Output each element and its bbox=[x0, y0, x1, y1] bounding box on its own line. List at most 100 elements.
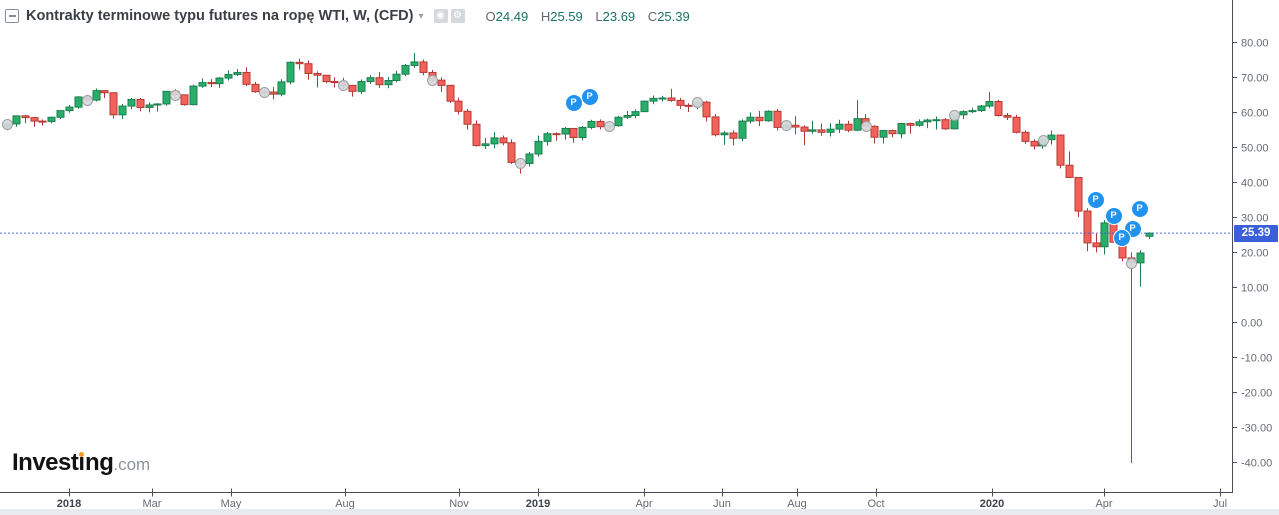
low-label: L bbox=[595, 8, 603, 24]
candle-down bbox=[755, 116, 764, 122]
candle-up bbox=[357, 81, 366, 92]
event-bubble-icon[interactable] bbox=[603, 120, 615, 132]
candle-up bbox=[1100, 222, 1109, 248]
p-event-badge[interactable]: P bbox=[1104, 206, 1123, 225]
candle-down bbox=[791, 124, 800, 128]
price-tick-label: -30.00 bbox=[1241, 423, 1272, 435]
last-price-tag: 25.39 bbox=[1234, 225, 1278, 242]
candle-up bbox=[74, 96, 83, 108]
candle-down bbox=[800, 126, 809, 132]
candle-up bbox=[56, 110, 65, 118]
candle-up bbox=[879, 130, 888, 138]
event-bubble-icon[interactable] bbox=[1037, 134, 1049, 146]
candle-up bbox=[481, 143, 490, 147]
event-bubble-icon[interactable] bbox=[780, 119, 792, 131]
p-event-badge[interactable]: P bbox=[1086, 190, 1105, 209]
time-tick-label: May bbox=[221, 498, 242, 510]
candle-down bbox=[472, 123, 481, 147]
price-tick-label: 80.00 bbox=[1241, 38, 1269, 50]
candle-down bbox=[729, 132, 738, 139]
price-tick-label: -40.00 bbox=[1241, 458, 1272, 470]
candle-up bbox=[897, 123, 906, 135]
symbol-title[interactable]: Kontrakty terminowe typu futures na ropę… bbox=[26, 8, 414, 24]
candle-up bbox=[985, 101, 994, 107]
candle-down bbox=[1030, 140, 1039, 147]
p-event-badge[interactable]: P bbox=[1112, 228, 1131, 247]
logo-orange-dot-i: i bbox=[78, 449, 86, 476]
candle-up bbox=[968, 110, 977, 113]
time-tick-label: Aug bbox=[335, 498, 355, 510]
event-bubble-icon[interactable] bbox=[426, 74, 438, 86]
candle-down bbox=[454, 100, 463, 112]
open-label: O bbox=[485, 8, 496, 24]
event-bubble-icon[interactable] bbox=[81, 94, 93, 106]
event-bubble-icon[interactable] bbox=[514, 157, 526, 169]
candle-down bbox=[251, 83, 260, 93]
candle-down bbox=[419, 61, 428, 73]
event-bubble-icon[interactable] bbox=[860, 120, 872, 132]
high-label: H bbox=[540, 8, 551, 24]
p-event-badge[interactable]: P bbox=[564, 93, 583, 112]
candle-up bbox=[189, 85, 198, 106]
candle-down bbox=[100, 90, 109, 94]
event-bubble-icon[interactable] bbox=[1, 118, 13, 130]
candle-up bbox=[835, 123, 844, 130]
candle-down bbox=[463, 110, 472, 125]
time-tick-label: 2018 bbox=[57, 498, 81, 510]
time-tick-label: Jul bbox=[1213, 498, 1227, 510]
candle-up bbox=[561, 127, 570, 135]
price-tick-label: -10.00 bbox=[1241, 353, 1272, 365]
event-bubble-icon[interactable] bbox=[258, 86, 270, 98]
candle-up bbox=[277, 81, 286, 95]
investing-logo[interactable]: Investing.com bbox=[12, 449, 150, 477]
collapse-legend-icon[interactable] bbox=[5, 9, 19, 23]
candle-down bbox=[702, 101, 711, 118]
candle-down bbox=[1065, 164, 1074, 178]
chevron-down-icon[interactable]: ▾ bbox=[418, 10, 424, 22]
p-event-badge[interactable]: P bbox=[580, 87, 599, 106]
candle-down bbox=[1021, 131, 1030, 142]
candle-down bbox=[1056, 134, 1065, 166]
candle-down bbox=[994, 101, 1003, 116]
candle-down bbox=[507, 142, 516, 163]
candle-down bbox=[330, 81, 339, 84]
candle-up bbox=[631, 111, 640, 117]
candle-down bbox=[569, 127, 578, 139]
candle-down bbox=[711, 116, 720, 136]
logo-com-suffix: .com bbox=[113, 455, 151, 474]
time-tick-label: Apr bbox=[1095, 498, 1112, 510]
candle-up bbox=[127, 98, 136, 107]
settings-gear-icon[interactable]: ⚙ bbox=[450, 9, 465, 23]
event-bubble-icon[interactable] bbox=[1125, 257, 1137, 269]
logo-text-end: ng bbox=[85, 449, 114, 476]
candle-up bbox=[215, 77, 224, 85]
close-label: C bbox=[647, 8, 658, 24]
event-bubble-icon[interactable] bbox=[691, 96, 703, 108]
low-value: 23.69 bbox=[602, 8, 636, 24]
candle-up bbox=[738, 120, 747, 139]
candle-up bbox=[534, 140, 543, 155]
candle-up bbox=[65, 106, 74, 112]
candle-up bbox=[366, 77, 375, 83]
candle-up bbox=[826, 128, 835, 133]
candle-up bbox=[614, 116, 623, 127]
price-tick-label: 40.00 bbox=[1241, 178, 1269, 190]
price-tick-label: 30.00 bbox=[1241, 213, 1269, 225]
event-bubble-icon[interactable] bbox=[948, 109, 960, 121]
candle-down bbox=[1012, 116, 1021, 133]
price-tick-label: 60.00 bbox=[1241, 108, 1269, 120]
event-bubble-icon[interactable] bbox=[169, 89, 181, 101]
price-tick-label: 50.00 bbox=[1241, 143, 1269, 155]
candle-down bbox=[375, 77, 384, 86]
candle-down bbox=[906, 123, 915, 126]
candle-down bbox=[322, 74, 331, 83]
event-bubble-icon[interactable] bbox=[337, 79, 349, 91]
candle-up bbox=[145, 104, 154, 108]
candle-down bbox=[348, 84, 357, 92]
price-tick-label: 10.00 bbox=[1241, 283, 1269, 295]
price-tick-label: 70.00 bbox=[1241, 73, 1269, 85]
visibility-icon[interactable]: ◉ bbox=[433, 9, 448, 23]
p-event-badge[interactable]: P bbox=[1130, 199, 1149, 218]
candle-down bbox=[295, 61, 304, 65]
